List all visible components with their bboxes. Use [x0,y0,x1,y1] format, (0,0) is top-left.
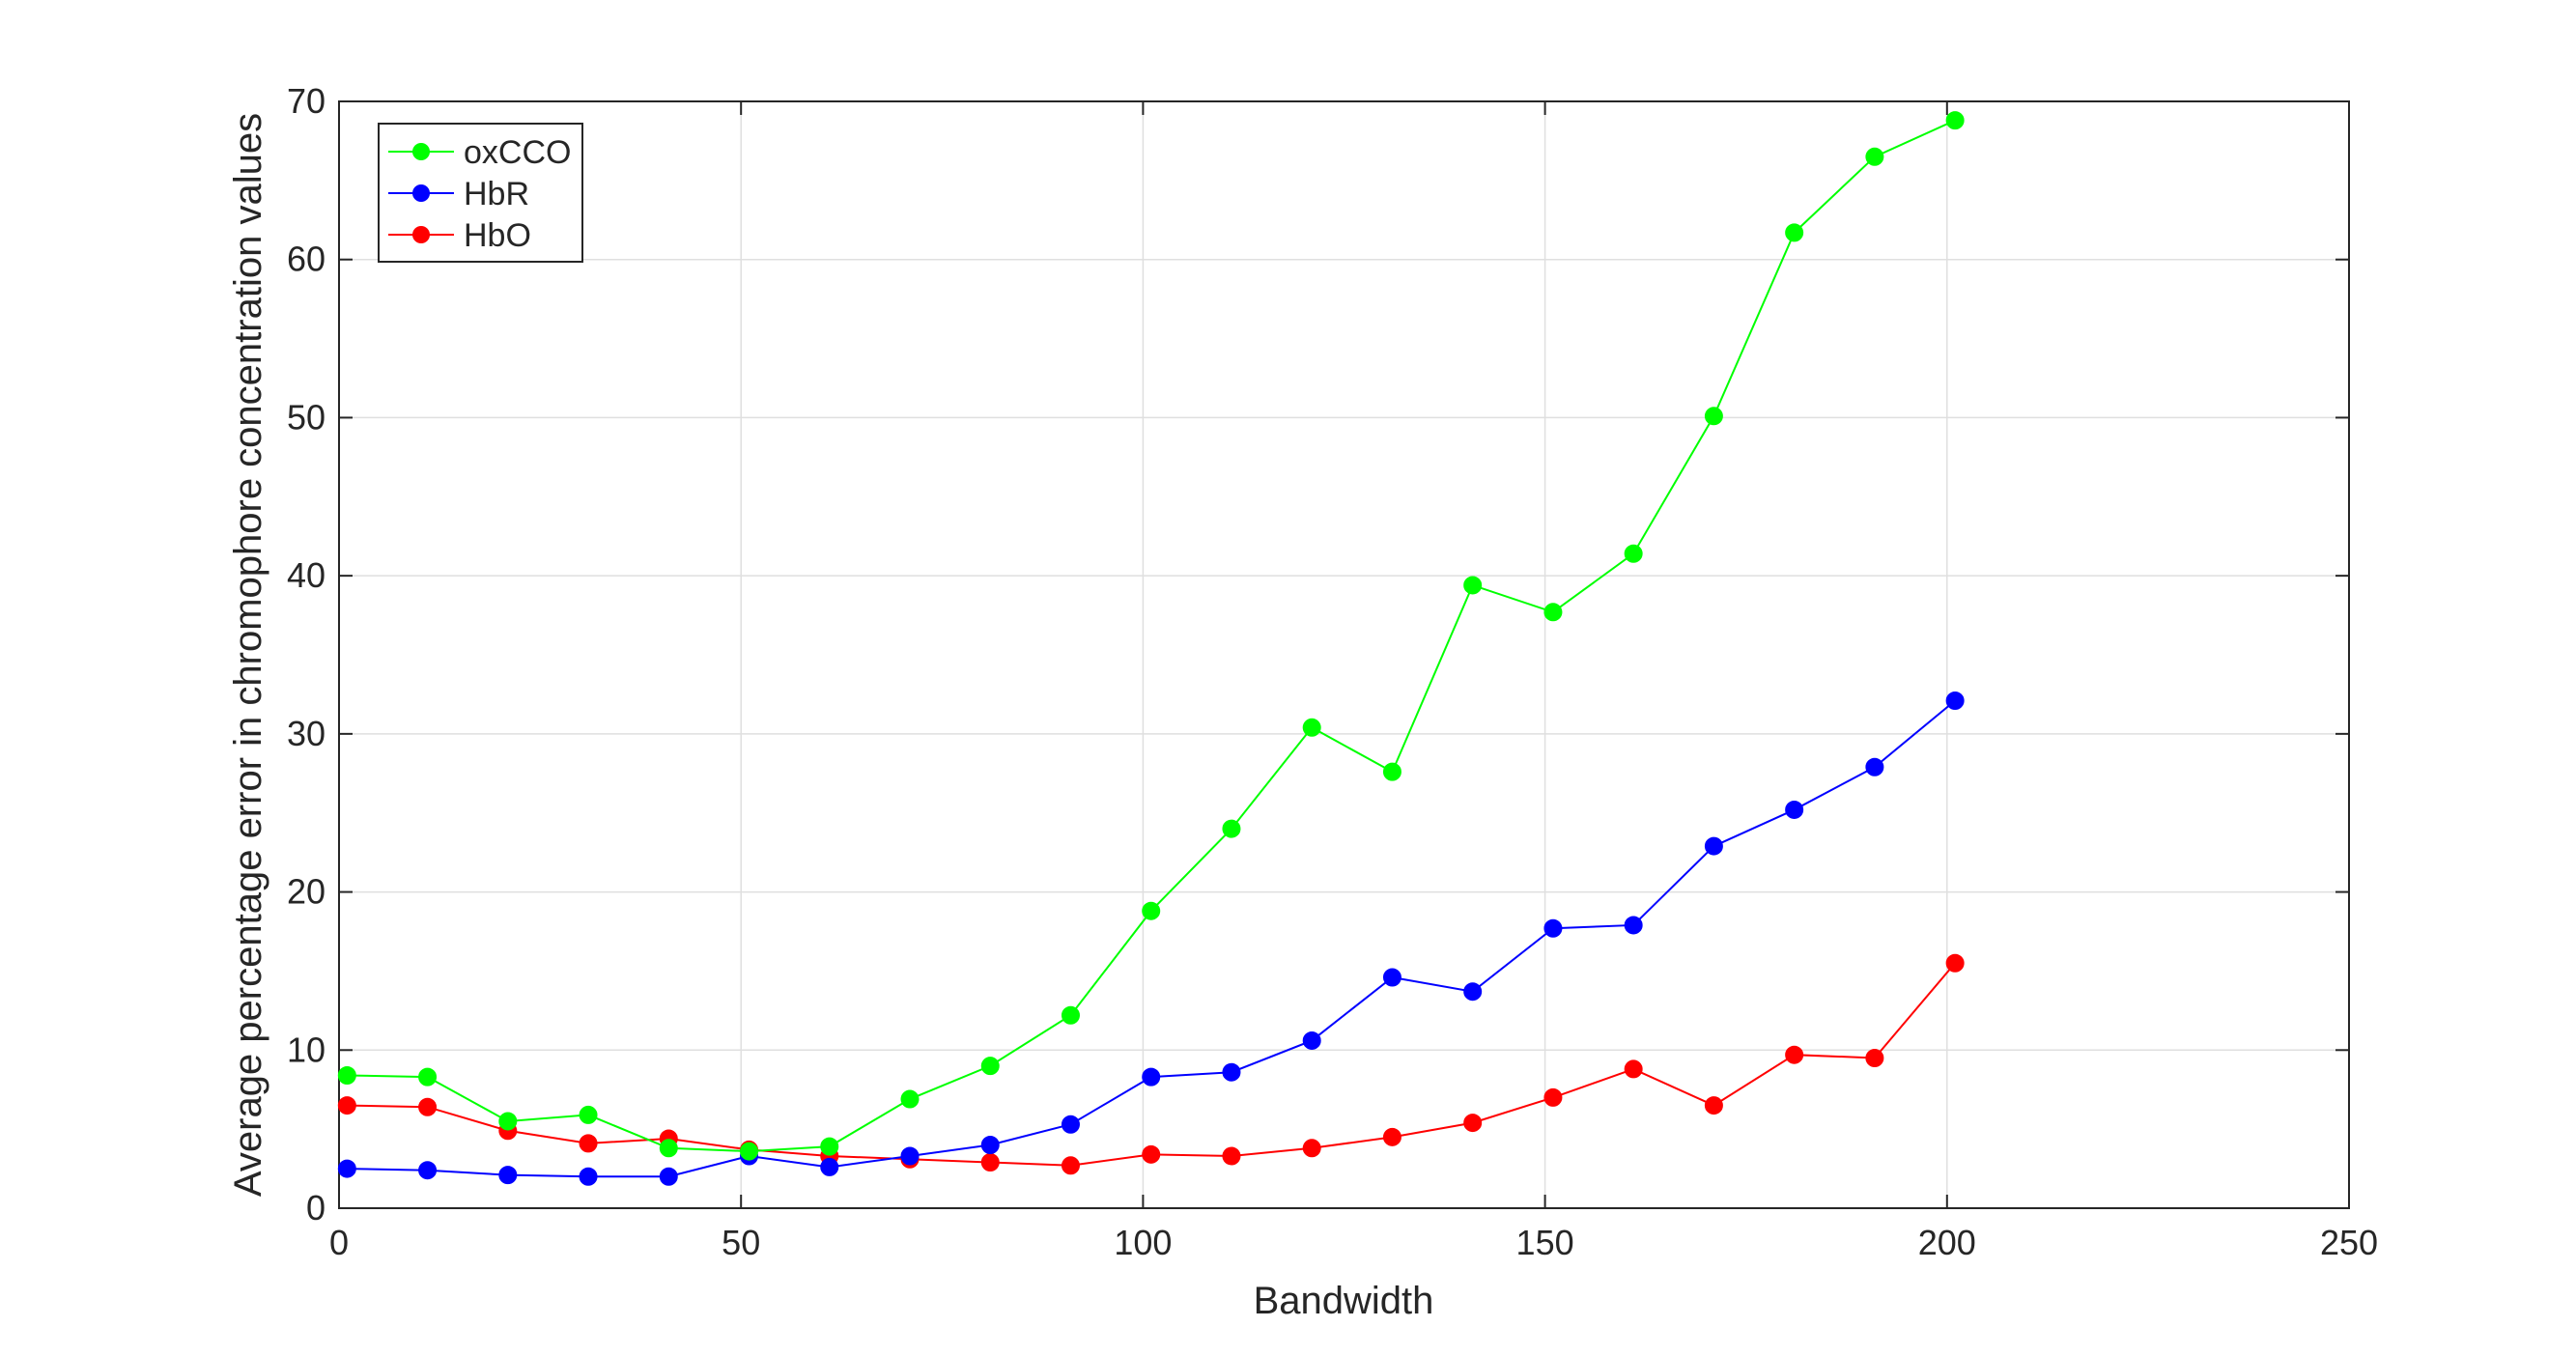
data-point-oxcco [1382,762,1401,781]
series-lines [337,111,1965,1186]
data-point-hbr [1302,1030,1321,1050]
data-point-hbr [418,1161,438,1180]
legend-box [378,123,583,263]
data-point-hbo [418,1097,438,1116]
data-point-hbo [337,1096,356,1115]
data-point-hbr [659,1167,678,1186]
data-point-hbr [820,1157,839,1176]
data-point-hbr [498,1166,518,1185]
data-point-hbr [1543,918,1563,938]
data-point-oxcco [579,1105,598,1124]
data-point-oxcco [498,1112,518,1131]
data-point-oxcco [820,1137,839,1156]
data-point-hbr [1624,916,1643,935]
x-tick-label: 250 [2320,1223,2378,1262]
data-point-oxcco [1945,111,1965,130]
data-point-oxcco [1865,147,1884,166]
data-point-hbo [1865,1048,1884,1067]
data-point-oxcco [337,1065,356,1085]
data-point-oxcco [1061,1005,1080,1025]
data-point-oxcco [1624,544,1643,563]
data-point-oxcco [659,1139,678,1158]
data-point-hbo [1543,1087,1563,1107]
data-point-hbr [1785,800,1804,819]
legend: oxCCO HbR HbO [378,123,583,263]
x-axis-ticks: 0 50 100 150 200 250 [329,101,2378,1262]
x-tick-label: 0 [329,1223,349,1262]
data-point-hbo [1785,1045,1804,1064]
data-point-hbo [1142,1144,1161,1164]
legend-item-hbr: HbR [388,176,529,212]
data-point-hbo [1704,1096,1723,1115]
data-point-hbr [1463,982,1483,1002]
data-point-hbr [980,1136,1000,1155]
x-tick-label: 100 [1114,1223,1172,1262]
data-point-oxcco [1222,819,1241,838]
data-point-hbo [579,1134,598,1153]
data-point-oxcco [1543,603,1563,622]
data-point-hbo [1222,1146,1241,1166]
data-point-oxcco [1463,576,1483,595]
data-point-hbr [1382,968,1401,987]
data-point-hbo [1382,1127,1401,1146]
data-point-hbr [1865,757,1884,776]
data-point-hbo [1302,1139,1321,1158]
legend-item-hbo: HbO [388,217,531,254]
data-point-hbr [900,1146,920,1166]
legend-marker-hbo [412,226,430,243]
x-tick-label: 200 [1918,1223,1976,1262]
data-point-hbo [1463,1114,1483,1133]
data-point-hbr [1704,836,1723,856]
data-point-hbr [579,1167,598,1186]
y-axis-ticks: 0 10 20 30 40 50 60 70 [287,81,2349,1228]
y-tick-label: 0 [306,1188,326,1228]
data-point-oxcco [1785,223,1804,242]
data-point-oxcco [980,1057,1000,1076]
data-point-oxcco [900,1089,920,1109]
y-tick-label: 30 [287,714,326,753]
y-tick-label: 50 [287,397,326,437]
legend-marker-oxcco [412,143,430,160]
y-tick-label: 60 [287,240,326,279]
data-point-oxcco [1302,718,1321,737]
data-point-hbo [1624,1059,1643,1079]
x-axis-label: Bandwidth [1254,1280,1434,1322]
data-point-hbr [1142,1067,1161,1087]
y-tick-label: 40 [287,555,326,595]
data-point-oxcco [740,1142,759,1161]
data-point-hbr [337,1159,356,1178]
y-tick-label: 70 [287,81,326,121]
x-tick-label: 150 [1516,1223,1574,1262]
legend-label-hbr: HbR [464,176,529,212]
data-point-hbo [1945,953,1965,973]
legend-marker-hbr [412,184,430,202]
data-point-oxcco [1142,901,1161,920]
data-point-hbr [1061,1115,1080,1134]
series-oxcco [337,111,1965,1161]
x-tick-label: 50 [722,1223,760,1262]
data-point-oxcco [418,1067,438,1087]
y-tick-label: 10 [287,1030,326,1069]
data-point-hbr [1222,1062,1241,1082]
y-tick-label: 20 [287,872,326,912]
data-point-hbo [1061,1156,1080,1175]
legend-item-oxcco: oxCCO [388,134,571,171]
legend-label-oxcco: oxCCO [464,134,571,171]
data-point-oxcco [1704,407,1723,426]
data-point-hbr [1945,691,1965,710]
y-axis-label: Average percentage error in chromophore … [227,113,269,1197]
legend-label-hbo: HbO [464,217,531,254]
data-point-hbo [980,1153,1000,1172]
plot-area-frame [338,100,2350,1209]
series-hbr [337,691,1965,1186]
